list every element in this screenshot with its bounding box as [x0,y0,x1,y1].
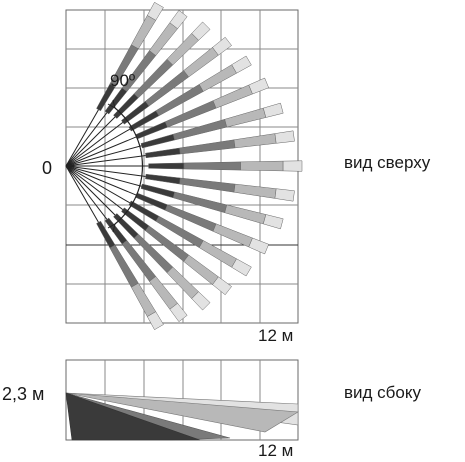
beam-segment [146,311,164,331]
top-view-label: вид сверху [344,153,431,172]
beam-segment [262,102,284,118]
beam-segment [212,223,253,248]
beam-segment [179,177,236,193]
beam-segment [262,214,284,230]
beam-segment [172,118,228,141]
beam-segment [183,161,241,171]
beam-segment [198,64,237,92]
angle-arc-arrow-top [107,99,116,110]
angle-label: 90º [110,71,136,90]
beam-segment [282,160,303,172]
beam-segment [274,188,295,202]
beam-segment [149,22,178,56]
beam-segment [233,183,277,199]
beam-segment [212,276,232,296]
angle-arc-arrow-bottom [107,222,116,233]
side-beam-dark [65,392,201,441]
beam-segment [140,183,176,199]
beam-segment [145,173,181,185]
side-beam-light [65,392,299,433]
beam-segment [231,258,252,277]
top-view-distance-label: 12 м [258,326,294,345]
beam-segment [248,237,270,255]
beam-segment [148,162,185,170]
side-view-label: вид сбоку [344,383,421,402]
beam-segment [149,276,178,310]
top-view-grid [65,9,299,324]
beam-segment [231,55,252,74]
top-view-fan-beams [65,1,303,331]
beam-segment [140,133,176,149]
beam-segment [233,133,277,149]
beam-segment [212,36,232,56]
side-view-height-label: 2,3 м [2,384,45,404]
angle-arc [114,107,143,225]
beam-segment [169,9,188,30]
origin-label: 0 [42,158,53,178]
beam-segment [145,147,181,159]
beam-segment [240,160,284,172]
beam-segment [146,1,164,21]
beam-segment [248,77,270,95]
beam-segment [169,302,188,323]
beam-segment [191,291,211,311]
beam-segment [172,191,228,214]
side-view-beams [65,392,299,441]
beam-segment [183,254,219,285]
beam-segment [274,130,295,144]
beam-segment [191,21,211,41]
side-view-distance-label: 12 м [258,441,294,460]
beam-segment [179,139,236,155]
beam-segment [183,47,219,78]
